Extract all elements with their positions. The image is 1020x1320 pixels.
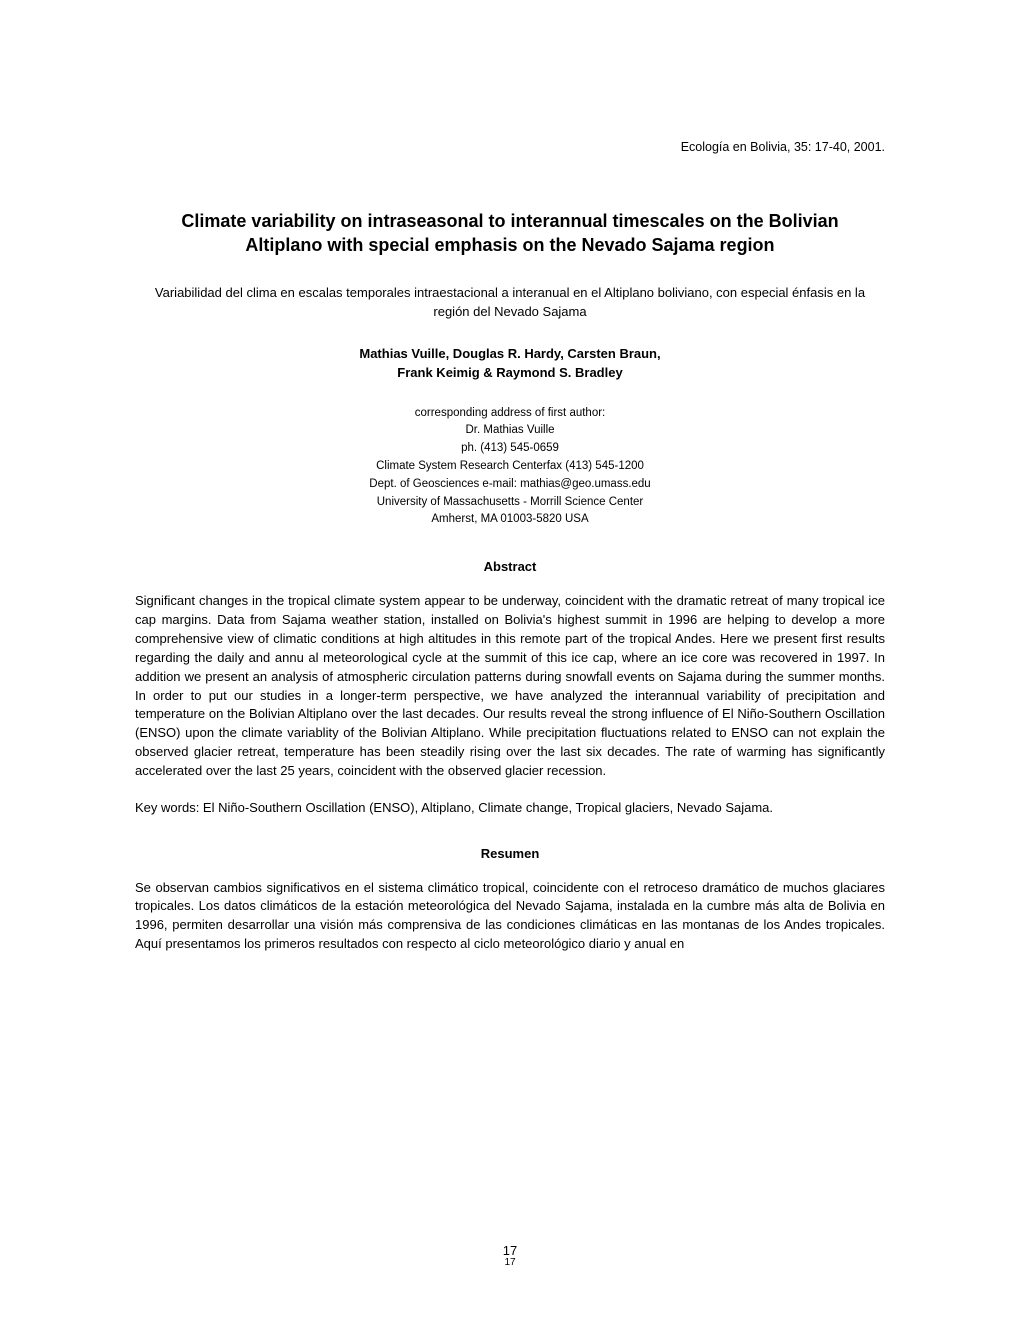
- address-line: University of Massachusetts - Morrill Sc…: [135, 494, 885, 512]
- authors-line-2: Frank Keimig & Raymond S. Bradley: [135, 363, 885, 383]
- address-line: Dept. of Geosciences e-mail: mathias@geo…: [135, 476, 885, 494]
- authors: Mathias Vuille, Douglas R. Hardy, Carste…: [135, 344, 885, 383]
- article-subtitle: Variabilidad del clima en escalas tempor…: [135, 283, 885, 322]
- resumen-body: Se observan cambios significativos en el…: [135, 879, 885, 954]
- corresponding-address: corresponding address of first author: D…: [135, 405, 885, 530]
- abstract-heading: Abstract: [135, 559, 885, 574]
- authors-line-1: Mathias Vuille, Douglas R. Hardy, Carste…: [135, 344, 885, 364]
- address-line: ph. (413) 545-0659: [135, 440, 885, 458]
- address-line: Dr. Mathias Vuille: [135, 422, 885, 440]
- abstract-body: Significant changes in the tropical clim…: [135, 592, 885, 780]
- page-number-bottom: 17: [0, 1257, 1020, 1268]
- page-number-top: 17: [0, 1243, 1020, 1258]
- keywords: Key words: El Niño-Southern Oscillation …: [135, 799, 885, 818]
- journal-citation: Ecología en Bolivia, 35: 17-40, 2001.: [135, 140, 885, 154]
- address-line: corresponding address of first author:: [135, 405, 885, 423]
- address-line: Climate System Research Centerfax (413) …: [135, 458, 885, 476]
- address-line: Amherst, MA 01003-5820 USA: [135, 511, 885, 529]
- resumen-heading: Resumen: [135, 846, 885, 861]
- article-title: Climate variability on intraseasonal to …: [135, 209, 885, 258]
